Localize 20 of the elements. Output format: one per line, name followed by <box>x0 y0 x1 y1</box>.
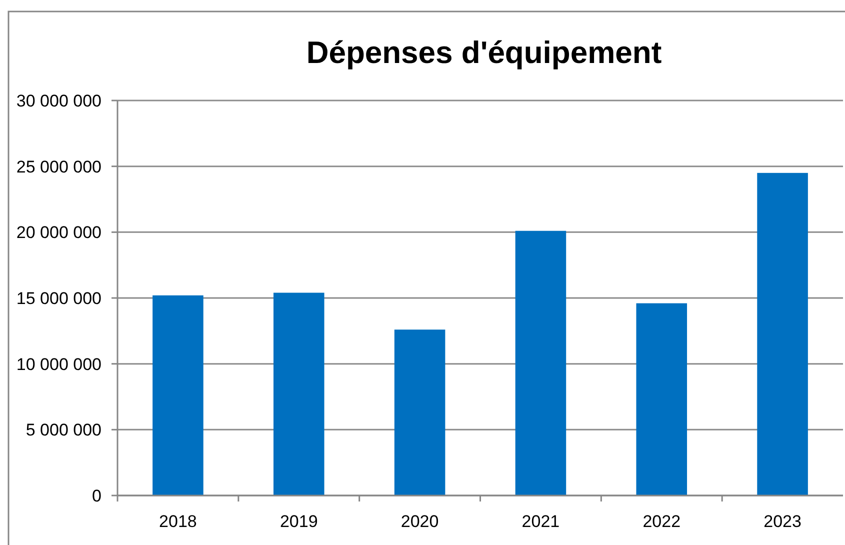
x-tick-label: 2019 <box>280 512 318 531</box>
bar <box>636 303 688 496</box>
y-tick-label: 15 000 000 <box>16 288 102 308</box>
bar <box>152 295 204 496</box>
bar <box>757 172 808 496</box>
x-tick-label: 2020 <box>400 512 439 531</box>
y-tick-label: 0 <box>92 486 102 506</box>
y-tick-label: 5 000 000 <box>26 420 102 440</box>
x-tick-label: 2022 <box>642 512 681 531</box>
x-tick-label: 2018 <box>159 512 197 531</box>
y-tick-label: 20 000 000 <box>16 223 102 242</box>
y-tick-label: 30 000 000 <box>16 91 102 110</box>
y-tick-label: 10 000 000 <box>16 354 102 374</box>
bar <box>273 292 324 496</box>
chart-title: Dépenses d'équipement <box>306 35 662 70</box>
bar <box>394 330 446 496</box>
bar <box>515 230 566 496</box>
y-tick-label: 25 000 000 <box>16 157 102 176</box>
x-tick-label: 2023 <box>764 512 802 531</box>
x-tick-label: 2021 <box>522 512 560 531</box>
